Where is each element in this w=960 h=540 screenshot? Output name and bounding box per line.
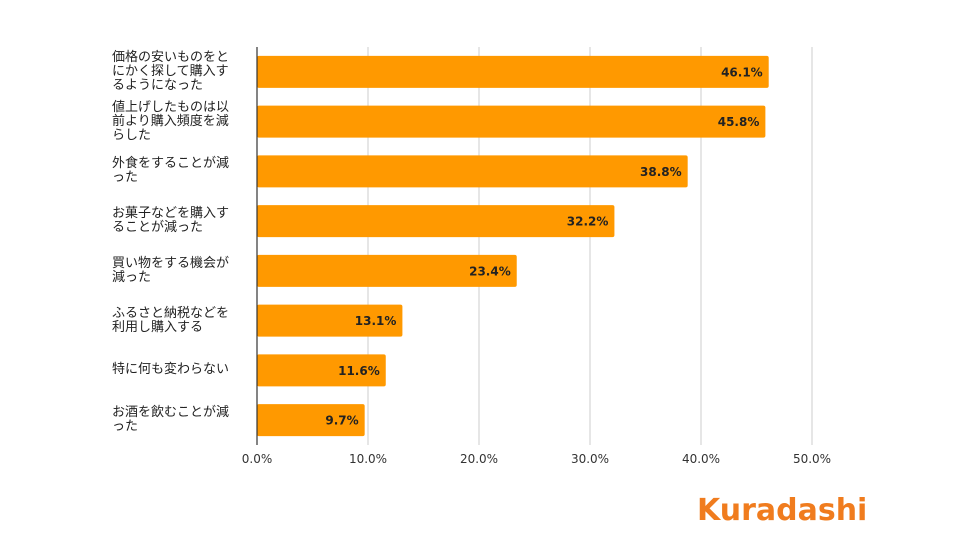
bar <box>257 254 517 287</box>
category-label-line: ることが減った <box>112 220 204 236</box>
category-label-line: った <box>112 419 139 435</box>
x-tick-label: 50.0% <box>793 452 831 466</box>
category-label-line: るようになった <box>112 77 204 93</box>
category-label-line: 前より購入頻度を減 <box>112 113 229 129</box>
category-label-line: 特に何も変わらない <box>112 362 230 378</box>
category-label: 外食をすることが減 った <box>112 157 252 185</box>
x-tick-label: 0.0% <box>242 452 273 466</box>
brand-name: Kuradashi <box>697 493 867 528</box>
data-label: 23.4% <box>469 264 511 278</box>
bar <box>257 354 386 387</box>
category-label: 特に何も変わらない <box>112 363 252 377</box>
category-label-line: らした <box>112 127 152 143</box>
kuradashi-logo: Kuradashi <box>697 493 867 528</box>
bar <box>257 304 403 337</box>
category-label-line: ふるさと納税などを <box>112 305 230 321</box>
category-label-line: 価格の安いものをと <box>112 49 230 65</box>
data-label: 32.2% <box>567 215 609 229</box>
category-label-line: 値上げしたものは以 <box>112 99 230 115</box>
category-label-line: お酒を飲むことが減 <box>112 405 230 421</box>
category-label: お酒を飲むことが減 った <box>112 406 252 434</box>
category-label: 買い物をする機会が 減った <box>112 255 252 285</box>
category-label: お菓子などを購入す ることが減った <box>112 207 252 235</box>
axis: 0.0% 10.0% 20.0% 30.0% 40.0% 50.0% <box>242 47 831 466</box>
data-label: 9.7% <box>325 414 358 428</box>
bar <box>257 404 365 437</box>
category-label-line: った <box>112 170 139 186</box>
bar <box>257 105 766 138</box>
data-label: 11.6% <box>338 364 380 378</box>
category-label-line: 減った <box>112 269 152 285</box>
bars: 46.1% 45.8% 38.8% 32.2% 23.4% 13.1% 11.6% 9.7% <box>257 55 769 437</box>
data-label: 38.8% <box>640 165 682 179</box>
data-label: 45.8% <box>718 115 760 129</box>
category-label-line: お菓子などを購入す <box>112 206 230 222</box>
x-tick-label: 40.0% <box>682 452 720 466</box>
bar <box>257 55 769 88</box>
category-label: 値上げしたものは以 前より購入頻度を減 らした <box>112 99 252 143</box>
category-label: 価格の安いものをと にかく探して購入す るようになった <box>112 49 252 93</box>
category-label-line: 外食をすることが減 <box>112 156 230 172</box>
x-tick-label: 30.0% <box>571 452 609 466</box>
category-label-line: 利用し購入する <box>112 319 204 335</box>
data-label: 46.1% <box>721 65 763 79</box>
x-tick-label: 10.0% <box>349 452 387 466</box>
bar <box>257 155 688 188</box>
category-label-line: にかく探して購入す <box>112 63 229 79</box>
category-label: ふるさと納税などを 利用し購入する <box>112 305 252 335</box>
category-label-line: 買い物をする機会が <box>112 255 230 271</box>
bar <box>257 205 615 238</box>
data-label: 13.1% <box>355 314 397 328</box>
x-tick-label: 20.0% <box>460 452 498 466</box>
